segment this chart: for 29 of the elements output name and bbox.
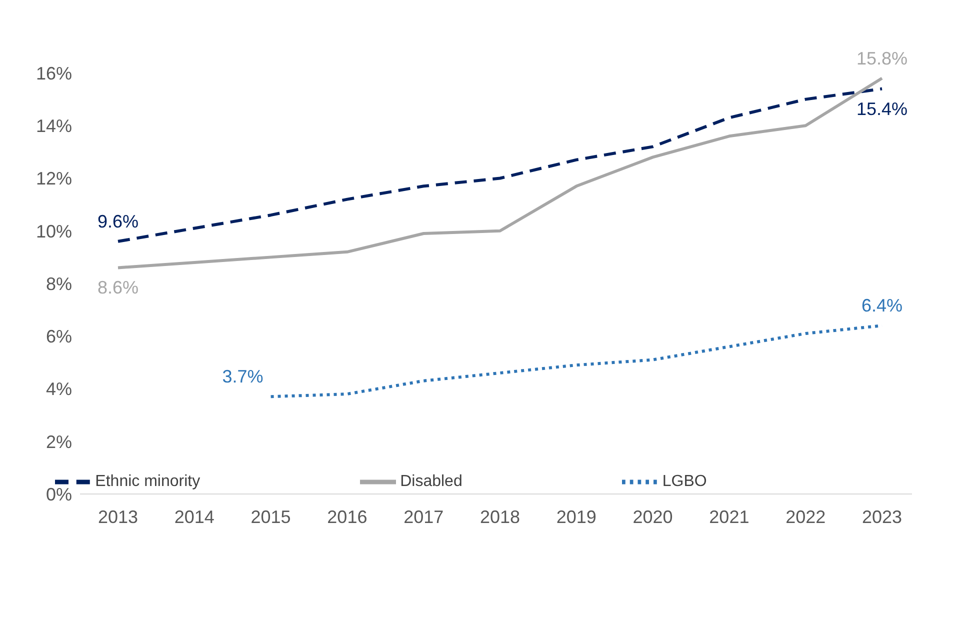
y-tick-label: 2% [46, 432, 72, 452]
y-tick-label: 6% [46, 326, 72, 347]
data-label: 8.6% [97, 278, 139, 298]
data-label: 9.6% [97, 211, 139, 232]
data-label: 15.4% [856, 98, 908, 119]
x-tick-label: 2015 [250, 506, 291, 527]
y-tick-label: 12% [36, 168, 72, 189]
legend-label: LGBO [662, 473, 707, 490]
x-tick-label: 2020 [632, 506, 673, 527]
y-tick-label: 16% [36, 63, 72, 84]
x-tick-label: 2021 [709, 506, 750, 527]
x-tick-label: 2017 [404, 506, 444, 527]
x-tick-label: 2022 [786, 506, 826, 527]
x-tick-label: 2016 [327, 506, 368, 527]
x-tick-label: 2019 [556, 506, 596, 527]
x-tick-label: 2018 [480, 506, 520, 527]
data-label: 6.4% [861, 296, 903, 316]
y-tick-label: 8% [46, 274, 72, 294]
y-tick-label: 10% [36, 221, 72, 242]
y-tick-label: 14% [36, 116, 72, 136]
x-tick-label: 2014 [174, 506, 214, 527]
y-tick-label: 0% [46, 484, 72, 504]
legend-label: Ethnic minority [95, 473, 200, 490]
data-label: 3.7% [222, 366, 264, 387]
data-label: 15.8% [856, 48, 908, 68]
legend-label: Disabled [400, 473, 462, 490]
y-tick-label: 4% [46, 379, 72, 400]
x-tick-label: 2023 [862, 506, 902, 527]
x-tick-label: 2013 [98, 506, 138, 527]
